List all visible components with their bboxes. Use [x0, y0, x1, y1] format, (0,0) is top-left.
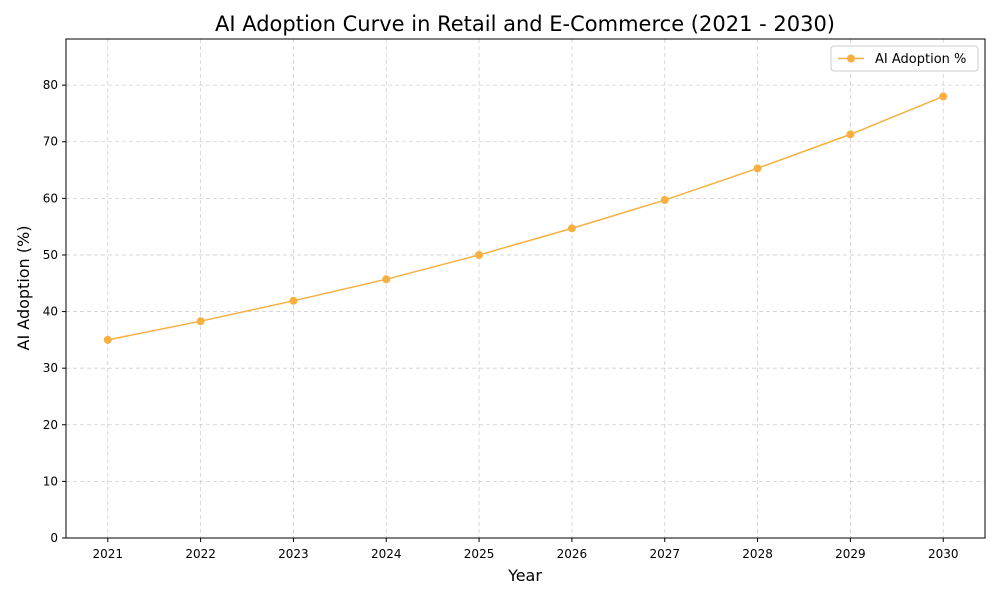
- grid: [66, 39, 985, 539]
- y-axis-label: AI Adoption (%): [14, 226, 33, 351]
- y-tick-label: 30: [43, 361, 58, 375]
- x-tick-label: 2030: [928, 547, 959, 561]
- data-point: [567, 224, 576, 233]
- data-point: [103, 335, 112, 344]
- legend-marker-swatch: [847, 54, 855, 63]
- chart-title: AI Adoption Curve in Retail and E-Commer…: [215, 12, 835, 36]
- y-tick-label: 60: [43, 191, 58, 205]
- legend-box: [830, 45, 979, 72]
- data-point: [753, 164, 762, 173]
- x-tick-label: 2022: [185, 547, 216, 561]
- legend-label: AI Adoption %: [875, 52, 966, 67]
- data-point: [939, 92, 948, 101]
- x-tick-label: 2025: [464, 547, 495, 561]
- y-tick-label: 0: [50, 531, 58, 545]
- x-tick-label: 2029: [835, 547, 866, 561]
- y-tick-label: 40: [43, 305, 58, 319]
- data-point: [660, 196, 669, 205]
- y-tick-label: 20: [43, 418, 58, 432]
- x-tick-label: 2023: [278, 547, 309, 561]
- x-tick-label: 2024: [371, 547, 402, 561]
- data-point: [475, 250, 484, 259]
- x-axis-label: Year: [507, 566, 542, 585]
- data-point: [846, 130, 855, 139]
- x-tick-label: 2028: [742, 547, 773, 561]
- data-point: [382, 275, 391, 284]
- y-tick-label: 10: [43, 474, 58, 488]
- y-axis: 0 10 20 30 40 50 60 70 80: [43, 78, 66, 545]
- legend: AI Adoption %: [830, 45, 979, 72]
- plot-frame: [65, 38, 986, 539]
- data-point: [289, 296, 298, 305]
- series-layer: [103, 92, 948, 344]
- data-point: [196, 317, 205, 326]
- y-tick-label: 80: [43, 78, 58, 92]
- x-tick-label: 2026: [557, 547, 588, 561]
- x-tick-label: 2027: [649, 547, 680, 561]
- series-line: [107, 95, 944, 341]
- x-tick-label: 2021: [92, 547, 123, 561]
- y-tick-label: 70: [43, 135, 58, 149]
- x-axis: 2021 2022 2023 2024 2025 2026 2027 2028 2029 2030: [92, 538, 959, 561]
- y-tick-label: 50: [43, 248, 58, 262]
